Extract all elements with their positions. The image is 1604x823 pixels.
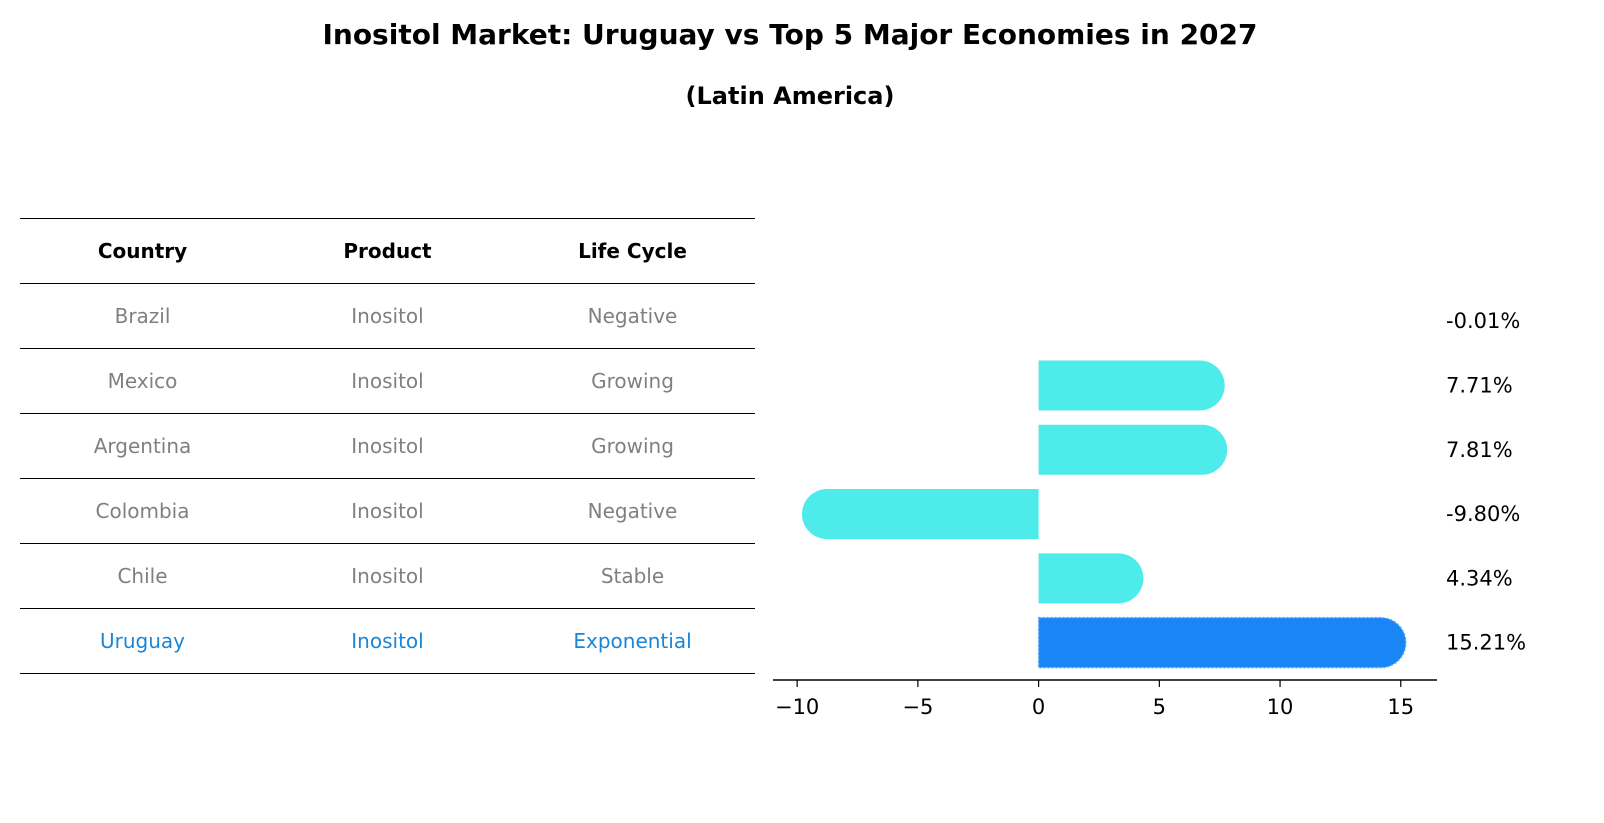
cell-product: Inositol: [265, 543, 510, 609]
life-cycle-table: Country Product Life Cycle Brazil Inosit…: [20, 218, 755, 674]
cell-country: Brazil: [20, 283, 265, 349]
cell-life-cycle: Negative: [510, 478, 755, 544]
x-tick-label: 0: [1032, 695, 1045, 719]
x-tick-label: 10: [1267, 695, 1294, 719]
cell-life-cycle: Growing: [510, 413, 755, 479]
table-row-highlight: Uruguay Inositol Exponential: [20, 608, 755, 674]
value-label-argentina: 7.81%: [1446, 438, 1513, 462]
x-tick-label: 5: [1153, 695, 1166, 719]
cell-country: Colombia: [20, 478, 265, 544]
table-row: Chile Inositol Stable: [20, 543, 755, 609]
bar-argentina: [1038, 424, 1228, 475]
cell-product: Inositol: [265, 413, 510, 479]
table-row: Brazil Inositol Negative: [20, 283, 755, 349]
value-label-uruguay: 15.21%: [1446, 631, 1526, 655]
cell-life-cycle: Stable: [510, 543, 755, 609]
bar-chile: [1038, 553, 1144, 604]
cell-country: Mexico: [20, 348, 265, 414]
x-tick-label: 15: [1387, 695, 1414, 719]
table-row: Colombia Inositol Negative: [20, 478, 755, 544]
cell-life-cycle: Exponential: [510, 608, 755, 674]
bars-group: [801, 360, 1407, 669]
x-ticks-group: −10 −5 0 5 10 15: [775, 680, 1414, 719]
cell-product: Inositol: [265, 478, 510, 544]
value-labels-group: -0.01% 7.71% 7.81% -9.80% 4.34% 15.21%: [1446, 309, 1526, 655]
cell-product: Inositol: [265, 608, 510, 674]
header-product: Product: [265, 218, 510, 284]
cell-country: Uruguay: [20, 608, 265, 674]
bar-mexico: [1038, 360, 1225, 411]
bar-uruguay: [1037, 616, 1407, 669]
value-label-colombia: -9.80%: [1446, 502, 1520, 526]
value-label-mexico: 7.71%: [1446, 373, 1513, 397]
table-header-row: Country Product Life Cycle: [20, 218, 755, 284]
bar-colombia: [801, 489, 1039, 540]
cell-product: Inositol: [265, 348, 510, 414]
table-row: Mexico Inositol Growing: [20, 348, 755, 414]
header-country: Country: [20, 218, 265, 284]
chart-title: Inositol Market: Uruguay vs Top 5 Major …: [322, 18, 1258, 51]
table-row: Argentina Inositol Growing: [20, 413, 755, 479]
x-tick-label: −10: [775, 695, 819, 719]
cell-country: Argentina: [20, 413, 265, 479]
cell-life-cycle: Negative: [510, 283, 755, 349]
x-tick-label: −5: [902, 695, 933, 719]
value-label-brazil: -0.01%: [1446, 309, 1520, 333]
cell-product: Inositol: [265, 283, 510, 349]
value-label-chile: 4.34%: [1446, 566, 1513, 590]
header-life-cycle: Life Cycle: [510, 218, 755, 284]
cell-country: Chile: [20, 543, 265, 609]
chart-subtitle: (Latin America): [685, 82, 895, 110]
